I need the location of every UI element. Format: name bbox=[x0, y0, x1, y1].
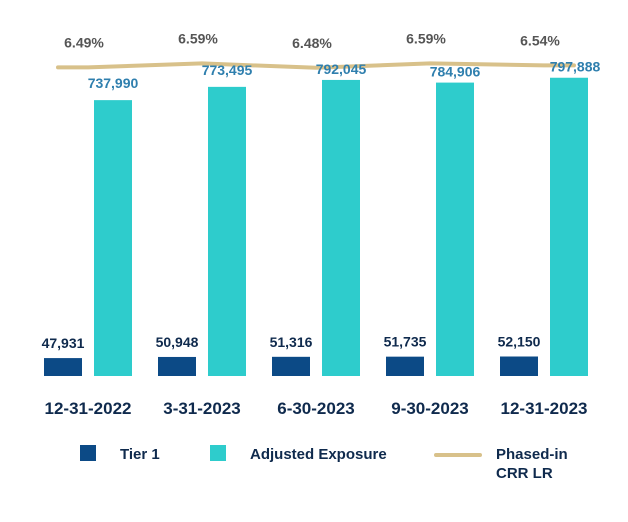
data-label-tier1: 51,316 bbox=[270, 334, 313, 350]
bar-exposure bbox=[436, 82, 474, 376]
chart-legend: Tier 1 Adjusted Exposure Phased-in CRR L… bbox=[0, 443, 628, 503]
leverage-chart: 47,931 737,990 6.49% 50,948 773,495 6.59% 51,3… bbox=[42, 30, 601, 418]
legend-swatch-tier1 bbox=[80, 445, 96, 461]
bar-tier1 bbox=[500, 356, 538, 376]
data-label-lr: 6.48% bbox=[292, 35, 332, 51]
legend-swatch-exposure bbox=[210, 445, 226, 461]
data-label-exposure: 784,906 bbox=[430, 64, 481, 80]
bar-tier1 bbox=[158, 356, 196, 376]
legend-label-tier1: Tier 1 bbox=[120, 446, 160, 463]
bar-tier1 bbox=[386, 356, 424, 376]
data-label-lr: 6.59% bbox=[406, 30, 446, 46]
data-label-tier1: 51,735 bbox=[384, 334, 427, 350]
data-label-tier1: 52,150 bbox=[498, 334, 541, 350]
bar-tier1 bbox=[272, 356, 310, 376]
x-tick-label: 12-31-2022 bbox=[45, 399, 132, 418]
data-label-exposure: 773,495 bbox=[202, 62, 253, 78]
x-tick-label: 9-30-2023 bbox=[391, 399, 469, 418]
x-tick-label: 12-31-2023 bbox=[501, 399, 588, 418]
legend-item-tier1: Tier 1 bbox=[80, 445, 160, 464]
data-label-exposure: 797,888 bbox=[550, 59, 601, 75]
legend-item-lr: Phased-in CRR LR bbox=[434, 445, 568, 483]
legend-item-exposure: Adjusted Exposure bbox=[210, 445, 387, 464]
bar-tier1 bbox=[44, 358, 82, 376]
data-label-exposure: 792,045 bbox=[316, 61, 367, 77]
legend-label-exposure: Adjusted Exposure bbox=[250, 446, 387, 463]
data-label-tier1: 50,948 bbox=[156, 334, 199, 350]
bar-exposure bbox=[94, 100, 132, 376]
series-line-lr bbox=[56, 61, 576, 70]
data-label-tier1: 47,931 bbox=[42, 335, 85, 351]
data-label-exposure: 737,990 bbox=[88, 75, 139, 91]
legend-label-lr-2: CRR LR bbox=[496, 465, 553, 482]
data-label-lr: 6.49% bbox=[64, 34, 104, 50]
bar-exposure bbox=[208, 86, 246, 376]
bar-exposure bbox=[322, 79, 360, 377]
data-label-lr: 6.54% bbox=[520, 32, 560, 48]
bar-exposure bbox=[550, 77, 588, 376]
x-tick-label: 3-31-2023 bbox=[163, 399, 241, 418]
legend-line-lr bbox=[434, 453, 482, 457]
x-tick-label: 6-30-2023 bbox=[277, 399, 355, 418]
data-label-lr: 6.59% bbox=[178, 30, 218, 46]
legend-label-lr-1: Phased-in bbox=[496, 446, 568, 463]
